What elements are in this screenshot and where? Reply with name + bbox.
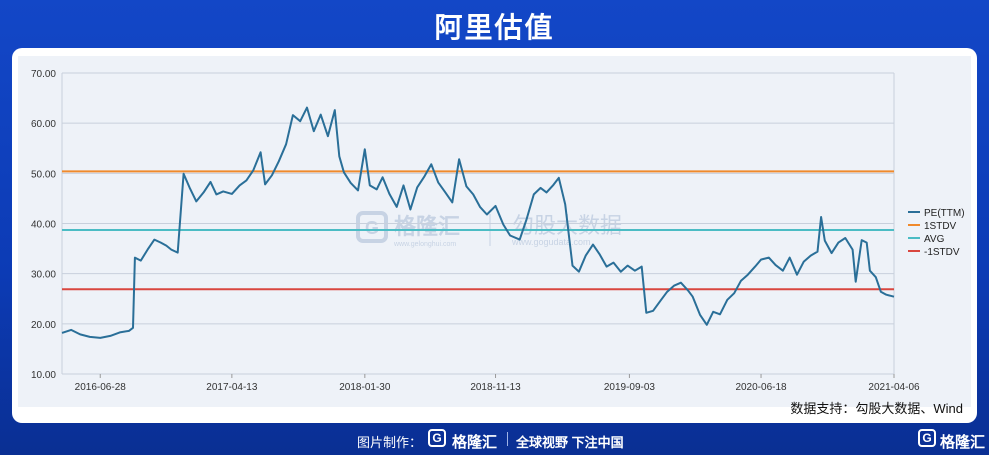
footer-separator bbox=[507, 432, 508, 446]
watermark-data-url: www.gogudata.com bbox=[511, 237, 591, 247]
watermark-brand-url: www.gelonghui.com bbox=[393, 241, 456, 248]
made-by-label: 图片制作： bbox=[357, 435, 423, 450]
x-axis: 2016-06-28 2017-04-13 2018-01-30 2018-11-13… bbox=[75, 374, 920, 393]
chart-panel: G 格隆汇 www.gelonghui.com 勾股大数据 www.goguda… bbox=[12, 48, 977, 423]
watermark-logo-icon bbox=[356, 211, 388, 243]
legend-label: -1STDV bbox=[924, 247, 960, 258]
data-source-note: 数据支持：勾股大数据、Wind bbox=[790, 401, 963, 416]
legend: PE(TTM) 1STDV AVG -1STDV bbox=[908, 208, 965, 258]
legend-label: PE(TTM) bbox=[924, 208, 965, 219]
x-tick-label: 2018-11-13 bbox=[470, 382, 521, 393]
y-tick-label: 40.00 bbox=[31, 220, 56, 231]
y-tick-label: 70.00 bbox=[31, 69, 56, 80]
reference-lines bbox=[62, 170, 894, 291]
gelonghui-logo-icon-right: G bbox=[918, 429, 936, 447]
y-axis: 10.00 20.00 30.00 40.00 50.00 60.00 70.00 bbox=[31, 69, 56, 381]
footer-brand: 格隆汇 bbox=[452, 434, 498, 451]
watermark-brand: 格隆汇 bbox=[394, 214, 460, 240]
legend-label: AVG bbox=[924, 234, 945, 245]
x-tick-label: 2017-04-13 bbox=[206, 382, 258, 393]
watermark-logo-letter: G bbox=[365, 218, 379, 238]
gelonghui-logo-icon: G bbox=[428, 429, 446, 447]
y-tick-label: 10.00 bbox=[31, 370, 56, 381]
plot-background bbox=[18, 56, 971, 407]
y-tick-label: 50.00 bbox=[31, 169, 56, 180]
x-tick-label: 2016-06-28 bbox=[75, 382, 127, 393]
y-tick-label: 30.00 bbox=[31, 270, 56, 281]
page-title: 阿里估值 bbox=[434, 12, 555, 43]
pe-chart: G 格隆汇 www.gelonghui.com 勾股大数据 www.goguda… bbox=[31, 69, 965, 393]
legend-label: 1STDV bbox=[924, 221, 957, 232]
footer-slogan: 全球视野 下注中国 bbox=[516, 435, 624, 450]
grid bbox=[61, 72, 895, 375]
y-tick-label: 60.00 bbox=[31, 119, 56, 130]
x-tick-label: 2021-04-06 bbox=[868, 382, 920, 393]
x-tick-label: 2019-09-03 bbox=[604, 382, 656, 393]
y-tick-label: 20.00 bbox=[31, 320, 56, 331]
x-tick-label: 2020-06-18 bbox=[735, 382, 787, 393]
footer-bar: 图片制作： G 格隆汇 全球视野 下注中国 G 格隆汇 bbox=[0, 423, 989, 455]
footer-brand-right: 格隆汇 bbox=[940, 434, 986, 451]
x-tick-label: 2018-01-30 bbox=[339, 382, 391, 393]
series-line-pe-ttm bbox=[61, 106, 895, 339]
